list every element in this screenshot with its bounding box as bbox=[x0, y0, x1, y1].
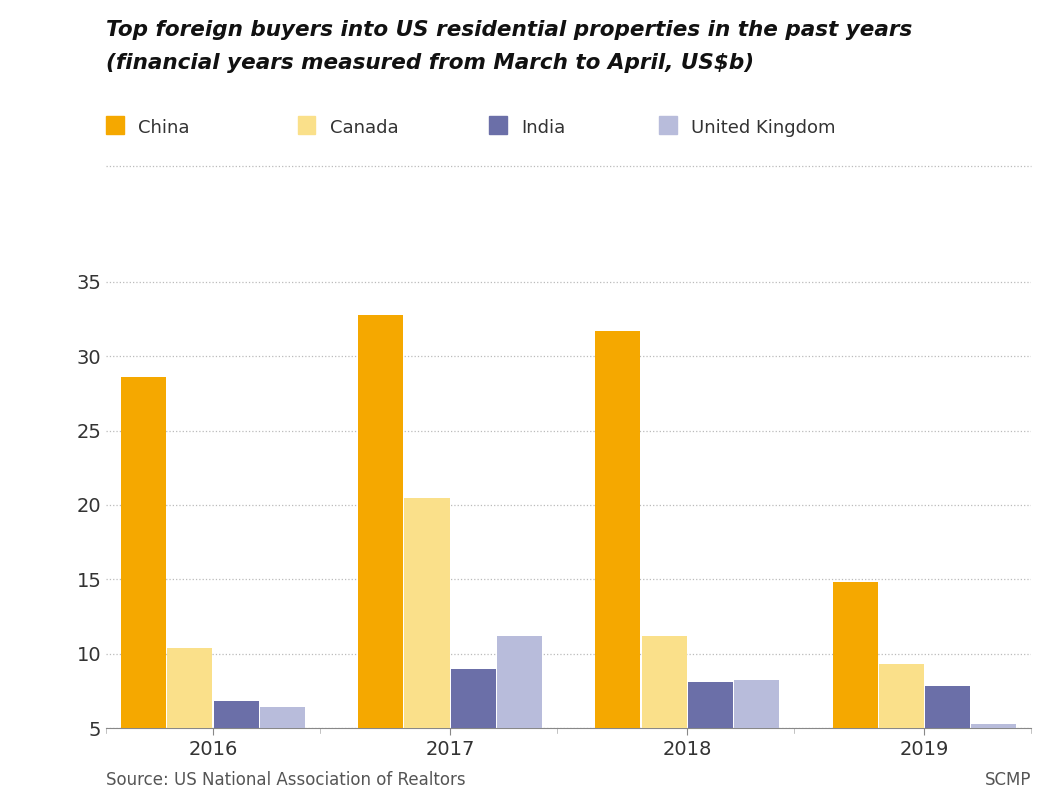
Bar bbox=[358, 315, 403, 803]
Bar bbox=[451, 668, 495, 803]
Text: Source: US National Association of Realtors: Source: US National Association of Realt… bbox=[106, 771, 466, 789]
Bar bbox=[595, 331, 640, 803]
Text: (financial years measured from March to April, US$b): (financial years measured from March to … bbox=[106, 53, 755, 73]
Bar bbox=[259, 707, 305, 803]
Bar bbox=[642, 636, 687, 803]
Bar bbox=[688, 682, 732, 803]
Text: United Kingdom: United Kingdom bbox=[691, 119, 836, 137]
Bar bbox=[167, 648, 213, 803]
Text: Top foreign buyers into US residential properties in the past years: Top foreign buyers into US residential p… bbox=[106, 20, 912, 40]
Bar bbox=[121, 377, 166, 803]
Text: Canada: Canada bbox=[330, 119, 399, 137]
Bar bbox=[497, 636, 542, 803]
Bar bbox=[972, 723, 1016, 803]
Text: India: India bbox=[521, 119, 566, 137]
Bar bbox=[735, 680, 779, 803]
Bar bbox=[832, 582, 878, 803]
Text: SCMP: SCMP bbox=[984, 771, 1031, 789]
Bar bbox=[214, 701, 258, 803]
Bar bbox=[879, 664, 924, 803]
Text: China: China bbox=[138, 119, 189, 137]
Bar bbox=[405, 498, 450, 803]
Bar bbox=[925, 687, 971, 803]
